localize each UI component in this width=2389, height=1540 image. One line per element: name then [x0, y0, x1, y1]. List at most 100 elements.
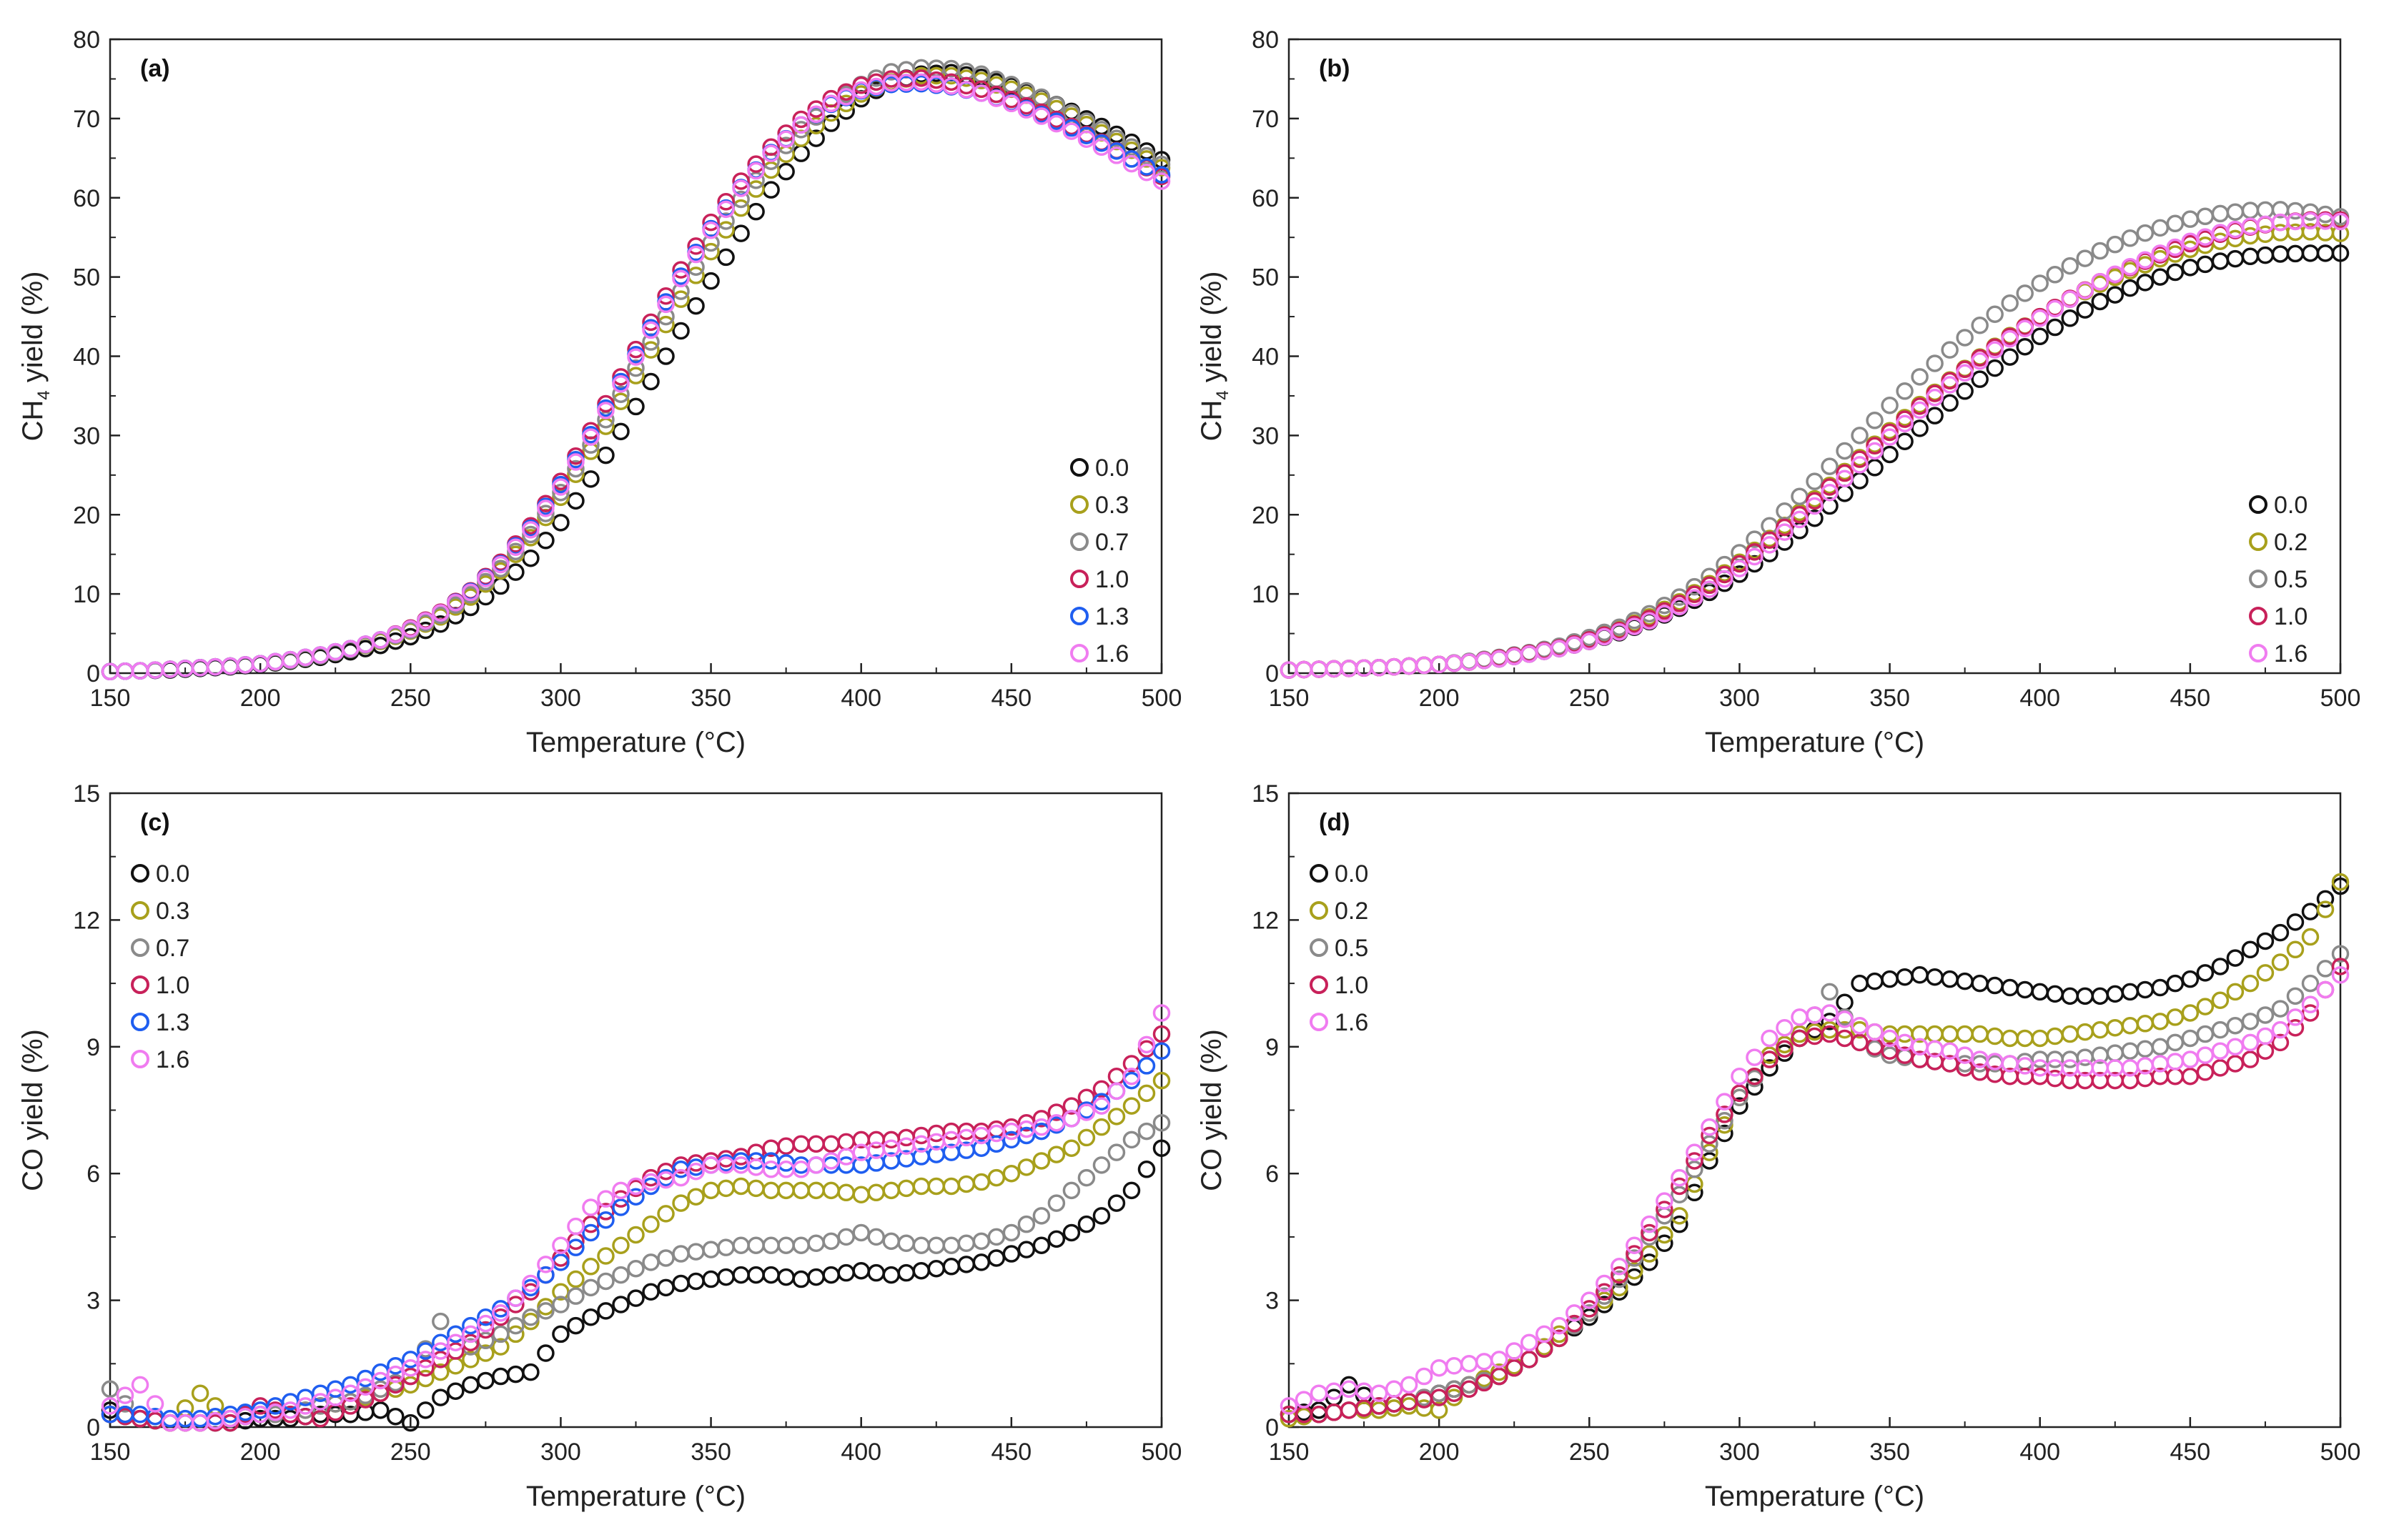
chart-panel-2: 150 200 250 300 350 400 450 500 0 10 20 30 40 50 60 70 8… — [1196, 26, 2360, 758]
data-point — [1986, 305, 2004, 323]
y-axis-title-subscript: 4 — [34, 390, 54, 399]
legend: 0.0 0.3 0.7 1.0 1.3 1.6 — [131, 860, 189, 1073]
data-point — [2001, 329, 2019, 348]
legend-marker — [2249, 607, 2267, 625]
data-point — [627, 1226, 645, 1244]
data-point — [1671, 597, 1688, 616]
data-point — [2286, 1008, 2305, 1026]
data-point — [777, 130, 795, 148]
data-point — [612, 385, 630, 403]
data-point — [2151, 268, 2170, 286]
data-point — [717, 193, 735, 211]
data-point — [146, 1395, 164, 1413]
data-point — [702, 221, 720, 239]
y-axis-title-main: CH — [1196, 400, 1227, 442]
data-point — [732, 172, 750, 190]
legend-marker — [1070, 570, 1089, 588]
panel-label: (b) — [1319, 55, 1350, 82]
data-point — [1152, 1139, 1171, 1157]
y-tick-label: 10 — [73, 581, 100, 608]
data-point — [2331, 966, 2350, 984]
data-point — [597, 1302, 615, 1320]
data-point — [687, 1162, 705, 1181]
data-point — [1821, 478, 1839, 496]
y-axis-title-main: CO yield (%) — [17, 1029, 49, 1191]
data-point — [1077, 1103, 1096, 1121]
data-point — [1671, 1186, 1688, 1204]
legend-marker — [2249, 495, 2267, 514]
y-axis-title: CH4 yield (%) — [1196, 272, 1232, 442]
x-tick-label: 500 — [1142, 1439, 1182, 1466]
data-point — [2121, 229, 2140, 247]
data-point — [627, 359, 645, 377]
x-tick-label: 200 — [1419, 1439, 1460, 1466]
data-point — [1520, 1351, 1538, 1368]
data-point — [1490, 1351, 1508, 1368]
data-point — [2271, 1000, 2290, 1018]
data-point — [341, 1397, 360, 1415]
data-point — [507, 538, 525, 556]
data-point — [477, 570, 495, 587]
y-axis-title-rest: yield (%) — [17, 272, 49, 391]
data-point — [1866, 1023, 1884, 1041]
y-tick-label: 10 — [1252, 581, 1279, 608]
data-point — [1761, 531, 1779, 549]
panel-label: (d) — [1319, 809, 1350, 836]
data-point — [1137, 1161, 1156, 1178]
data-point — [1505, 1342, 1523, 1360]
data-point — [1092, 1156, 1111, 1174]
x-tick-label: 350 — [1869, 1439, 1910, 1466]
data-point — [537, 505, 555, 522]
legend-marker — [2249, 532, 2267, 551]
data-point — [627, 340, 645, 359]
data-point — [1122, 154, 1141, 173]
data-point — [1032, 107, 1051, 125]
data-point — [1896, 382, 1914, 400]
data-point — [1686, 1161, 1703, 1178]
data-point — [612, 422, 630, 441]
legend-label: 1.0 — [156, 972, 189, 999]
data-point — [552, 514, 570, 532]
data-point — [1656, 1201, 1673, 1218]
data-point — [1107, 1194, 1126, 1212]
data-point — [567, 453, 585, 471]
data-point — [537, 1256, 555, 1273]
x-tick-label: 250 — [390, 685, 431, 712]
data-point — [2271, 953, 2290, 971]
y-tick-label: 60 — [1252, 185, 1279, 212]
y-axis-title-rest: yield (%) — [1196, 272, 1227, 391]
data-point — [672, 261, 690, 279]
data-point — [2271, 1033, 2290, 1052]
data-point — [432, 1342, 450, 1360]
data-point — [1956, 364, 1974, 382]
series-1.6 — [101, 1004, 1171, 1432]
legend-marker — [131, 864, 149, 883]
data-point — [402, 620, 420, 638]
data-point — [1611, 623, 1628, 641]
data-point — [2181, 970, 2200, 988]
data-point — [1761, 1059, 1779, 1077]
data-point — [597, 1190, 615, 1208]
data-point — [2301, 928, 2320, 946]
x-tick-label: 200 — [1419, 685, 1460, 712]
data-point — [537, 1302, 555, 1320]
data-point — [522, 1274, 540, 1293]
y-tick-label: 40 — [73, 344, 100, 371]
y-tick-label: 40 — [1252, 344, 1279, 371]
legend-label: 1.6 — [2274, 640, 2308, 667]
legend-label: 1.0 — [1095, 566, 1129, 593]
data-point — [1671, 1168, 1688, 1187]
data-point — [1062, 1181, 1081, 1200]
data-point — [792, 116, 810, 134]
data-point — [372, 1371, 390, 1390]
data-point — [1791, 506, 1809, 524]
legend-label: 1.6 — [156, 1046, 189, 1073]
x-tick-label: 350 — [691, 685, 731, 712]
data-point — [2301, 974, 2320, 993]
data-point — [1836, 1010, 1854, 1028]
data-point — [1626, 1236, 1643, 1254]
x-tick-label: 400 — [2019, 1439, 2060, 1466]
data-point — [1430, 1401, 1448, 1419]
data-point — [1107, 146, 1126, 164]
data-point — [1475, 1373, 1493, 1392]
